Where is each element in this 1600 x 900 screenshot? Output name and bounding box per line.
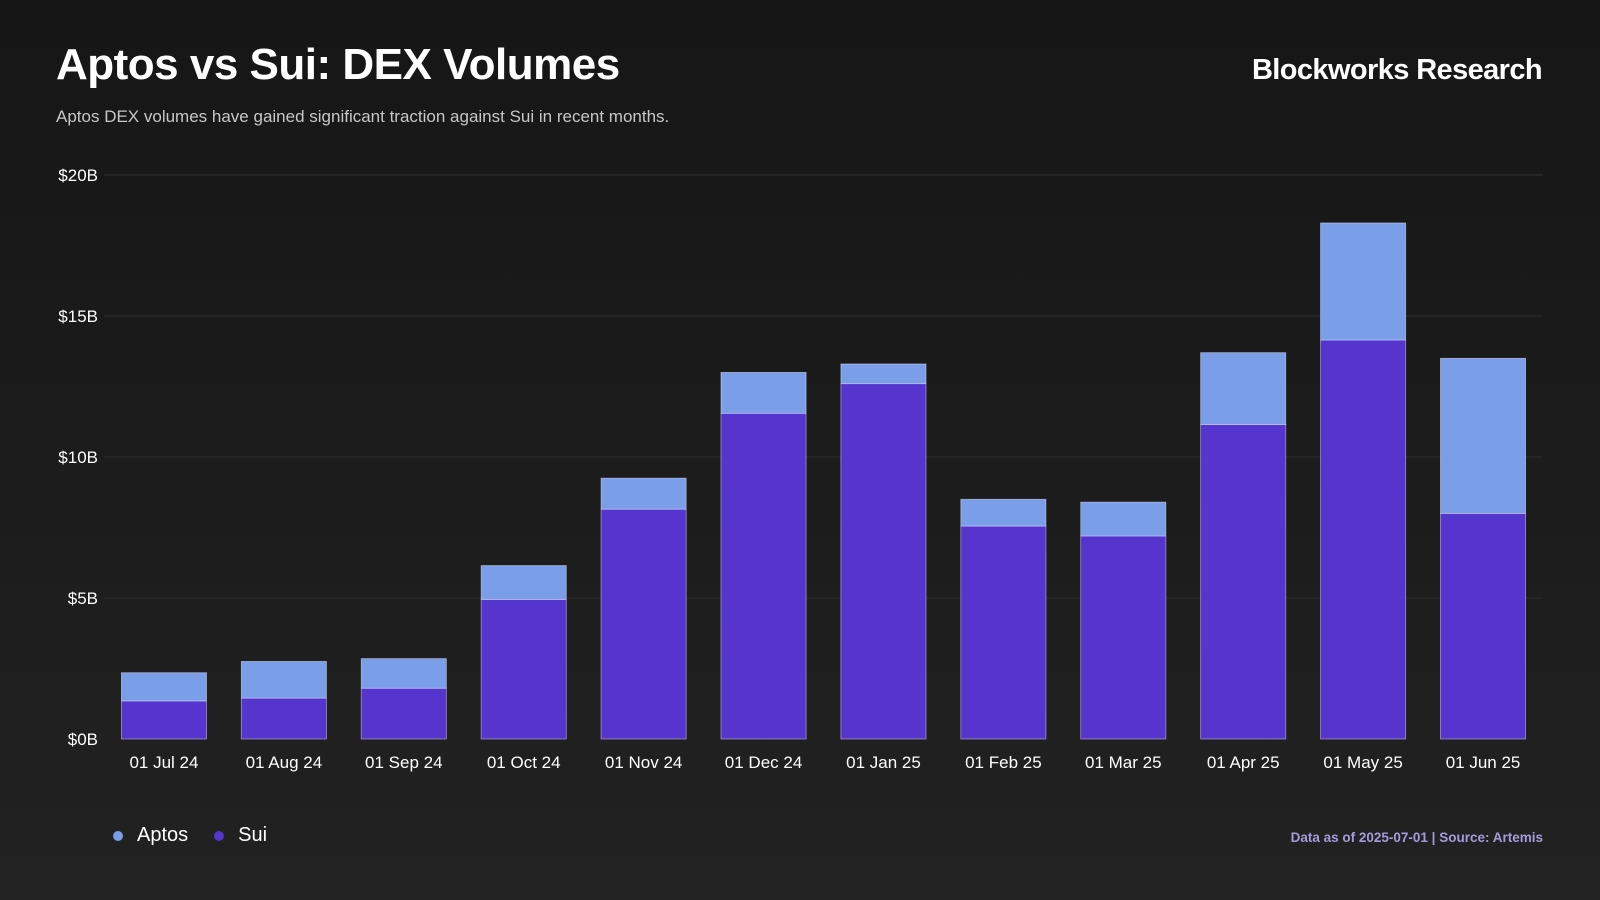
bar-sui bbox=[720, 412, 807, 740]
x-tick-label: 01 Jun 25 bbox=[1446, 753, 1521, 772]
stacked-bars bbox=[120, 222, 1527, 740]
y-tick-label: $15B bbox=[58, 307, 98, 326]
bar-aptos bbox=[840, 363, 927, 385]
x-tick-label: 01 Apr 25 bbox=[1207, 753, 1280, 772]
y-axis-tick-labels: $0B $5B $10B $15B $20B bbox=[58, 166, 98, 749]
x-axis-tick-labels: 01 Jul 24 01 Aug 24 01 Sep 24 01 Oct 24 01 N… bbox=[129, 753, 1520, 772]
x-tick-label: 01 Jul 24 bbox=[129, 753, 198, 772]
grid-lines bbox=[104, 174, 1543, 599]
bar-sui bbox=[1200, 424, 1287, 740]
bar-aptos bbox=[1440, 357, 1527, 514]
x-tick-label: 01 Aug 24 bbox=[246, 753, 323, 772]
sui-legend-marker bbox=[214, 830, 225, 841]
bar-aptos bbox=[240, 661, 327, 699]
bar-aptos bbox=[1320, 222, 1407, 341]
legend-item-sui[interactable]: Sui bbox=[214, 824, 267, 847]
bar-sui bbox=[1080, 535, 1167, 740]
bar-aptos bbox=[600, 477, 687, 510]
legend-item-aptos[interactable]: Aptos bbox=[113, 824, 188, 847]
legend-label-aptos: Aptos bbox=[137, 824, 189, 846]
legend: Aptos Sui bbox=[113, 824, 293, 847]
source-note: Data as of 2025-07-01 | Source: Artemis bbox=[1290, 830, 1543, 845]
chart-title: Aptos vs Sui: DEX Volumes bbox=[56, 40, 620, 89]
bar-sui bbox=[240, 697, 327, 740]
aptos-legend-marker bbox=[113, 830, 123, 841]
bar-aptos bbox=[720, 371, 807, 414]
x-tick-label: 01 Dec 24 bbox=[725, 753, 803, 772]
bar-aptos bbox=[1080, 501, 1167, 537]
y-tick-label: $20B bbox=[58, 166, 98, 185]
bar-aptos bbox=[1200, 352, 1287, 425]
x-tick-label: 01 Feb 25 bbox=[965, 753, 1042, 772]
bar-sui bbox=[960, 525, 1047, 740]
bar-aptos bbox=[360, 658, 447, 689]
bar-aptos bbox=[120, 672, 207, 702]
bar-aptos bbox=[960, 498, 1047, 527]
x-tick-label: 01 Mar 25 bbox=[1085, 753, 1162, 772]
bar-sui bbox=[1440, 513, 1527, 740]
bar-sui bbox=[360, 687, 447, 740]
bar-sui bbox=[840, 383, 927, 740]
y-tick-label: $0B bbox=[68, 730, 98, 749]
bar-sui bbox=[120, 700, 207, 740]
bar-sui bbox=[480, 599, 567, 740]
bar-sui bbox=[1320, 339, 1407, 740]
bar-aptos bbox=[480, 565, 567, 600]
y-tick-label: $5B bbox=[68, 589, 98, 608]
x-tick-label: 01 Nov 24 bbox=[605, 753, 683, 772]
y-tick-label: $10B bbox=[58, 448, 98, 467]
legend-label-sui: Sui bbox=[238, 824, 268, 846]
bar-sui bbox=[600, 508, 687, 740]
x-tick-label: 01 Jan 25 bbox=[846, 753, 921, 772]
x-tick-label: 01 May 25 bbox=[1323, 753, 1402, 772]
x-tick-label: 01 Sep 24 bbox=[365, 753, 443, 772]
chart-subtitle: Aptos DEX volumes have gained significan… bbox=[56, 107, 670, 126]
x-tick-label: 01 Oct 24 bbox=[487, 753, 561, 772]
brand-logo: Blockworks Research bbox=[1251, 54, 1543, 86]
